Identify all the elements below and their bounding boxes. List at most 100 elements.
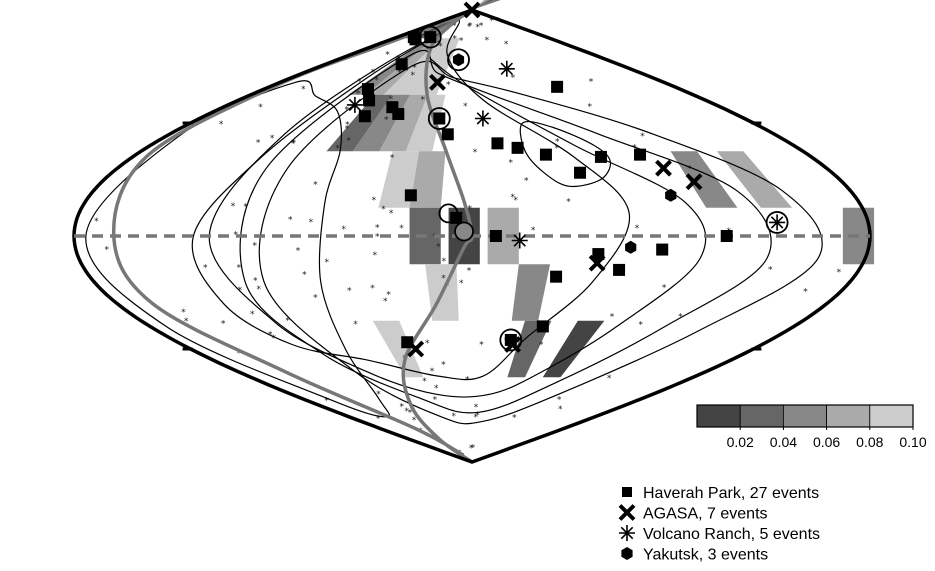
- bg-dot: *: [399, 402, 404, 412]
- heatmap-cell-18: [409, 151, 446, 208]
- circled-marker-0-2: [499, 328, 523, 352]
- bg-dot: *: [347, 286, 352, 296]
- bg-dot: *: [399, 224, 404, 234]
- bg-dot: *: [253, 276, 258, 286]
- bg-dot: *: [539, 340, 544, 350]
- bg-dot: *: [441, 360, 446, 370]
- bg-dot: *: [465, 375, 470, 385]
- marker-square-24: [613, 263, 626, 276]
- marker-star-0: [346, 96, 363, 113]
- bg-dot: *: [473, 413, 478, 423]
- colorbar-tick-label-3: 0.08: [856, 434, 883, 450]
- bg-dot: *: [524, 177, 529, 187]
- bg-dot: *: [430, 367, 435, 377]
- bg-dot: *: [371, 68, 376, 78]
- bg-dot: *: [442, 257, 447, 267]
- bg-dot: *: [346, 137, 351, 147]
- marker-square-11: [491, 137, 504, 150]
- colorbar-tick-label-0: 0.02: [727, 434, 754, 450]
- legend: Haverah Park, 27 events AGASA, 7 events Vo…: [618, 485, 820, 564]
- bg-dot: *: [389, 95, 394, 105]
- marker-x-4: [588, 254, 606, 272]
- bg-dot: *: [252, 242, 257, 252]
- bg-dot: *: [385, 50, 390, 60]
- bg-dot: *: [632, 144, 637, 154]
- bg-dot: *: [296, 247, 301, 257]
- bg-dot: *: [471, 443, 476, 453]
- bg-dot: *: [353, 103, 358, 113]
- bg-dot: *: [357, 77, 362, 87]
- marker-hexagon-2: [625, 240, 637, 254]
- bg-dot: *: [376, 415, 381, 425]
- marker-square-15: [594, 150, 607, 163]
- exposure-contour-4: [519, 120, 612, 188]
- bg-dot: *: [438, 42, 443, 52]
- bg-dot: *: [479, 22, 484, 32]
- bg-dot: *: [768, 265, 773, 275]
- bg-dot: *: [468, 21, 473, 31]
- bg-dot: *: [425, 339, 430, 349]
- marker-x-3: [685, 173, 703, 191]
- heatmap-cell-21: [487, 207, 519, 265]
- colorbar-tick-label-1: 0.04: [770, 434, 797, 450]
- marker-square-4: [362, 83, 375, 96]
- bg-dot: *: [446, 80, 451, 90]
- bg-dot: *: [412, 416, 417, 426]
- bg-dot: *: [587, 103, 592, 113]
- bg-dot: *: [558, 405, 563, 415]
- heatmap-cell-25: [507, 320, 552, 378]
- bg-dot: *: [469, 444, 474, 454]
- marker-star-3: [511, 232, 528, 249]
- map-boundary: [72, 8, 872, 464]
- marker-hexagon-1: [665, 188, 677, 202]
- marker-square-1: [409, 33, 422, 46]
- bg-dot: *: [356, 89, 361, 99]
- bg-dot: *: [250, 310, 255, 320]
- bg-dot: *: [513, 196, 518, 206]
- bg-dot: *: [467, 23, 472, 33]
- bg-dot: *: [557, 396, 562, 406]
- exposure-contour-0: [191, 19, 631, 381]
- marker-square-22: [550, 270, 563, 283]
- marker-x-2: [655, 159, 672, 177]
- marker-square-18: [404, 189, 417, 202]
- bg-dot: *: [555, 137, 560, 147]
- bg-dot: *: [301, 85, 306, 95]
- bg-dot: *: [309, 218, 314, 228]
- marker-square-12: [511, 141, 524, 154]
- bg-dot: *: [452, 21, 457, 31]
- bg-dot: *: [687, 164, 692, 174]
- extra-circle-0: [438, 203, 459, 224]
- bg-dot: *: [325, 258, 330, 268]
- background-event-dots: * * * * * * * * * * * * * * * * * * * * * * * * * * * * * * * * * * * * * * * *…: [94, 16, 842, 458]
- bg-dot: *: [336, 144, 341, 154]
- legend-label-1: AGASA, 7 events: [643, 506, 768, 523]
- bg-dot: *: [504, 40, 509, 50]
- heatmap-cell-13: [326, 94, 393, 152]
- bg-dot: *: [285, 316, 290, 326]
- bg-dot: *: [231, 202, 236, 212]
- exposure-contour-5: [85, 80, 390, 418]
- bg-dot: *: [451, 412, 456, 422]
- marker-square-6: [358, 110, 371, 123]
- bg-dot: *: [256, 139, 261, 149]
- bg-dot: *: [531, 226, 536, 236]
- galactic-plane-curve: [111, 10, 474, 464]
- circled-marker-0-1: [427, 107, 451, 130]
- marker-square-13: [539, 148, 552, 161]
- heatmap-cell-24: [372, 320, 424, 378]
- bg-dot: *: [467, 204, 472, 214]
- bg-dot: *: [452, 35, 457, 45]
- bg-dot: *: [221, 319, 226, 329]
- marker-square-10: [441, 128, 454, 141]
- bg-dot: *: [640, 132, 645, 142]
- bg-dot: *: [474, 403, 479, 413]
- bg-dot: *: [237, 349, 242, 359]
- heatmap-cell-10: [383, 38, 448, 95]
- bg-dot: *: [302, 271, 307, 281]
- heatmap-cell-26: [542, 320, 605, 378]
- event-markers: [346, 1, 789, 358]
- bg-dot: *: [489, 16, 494, 26]
- bg-dot: *: [219, 120, 224, 130]
- marker-star-1: [498, 60, 515, 77]
